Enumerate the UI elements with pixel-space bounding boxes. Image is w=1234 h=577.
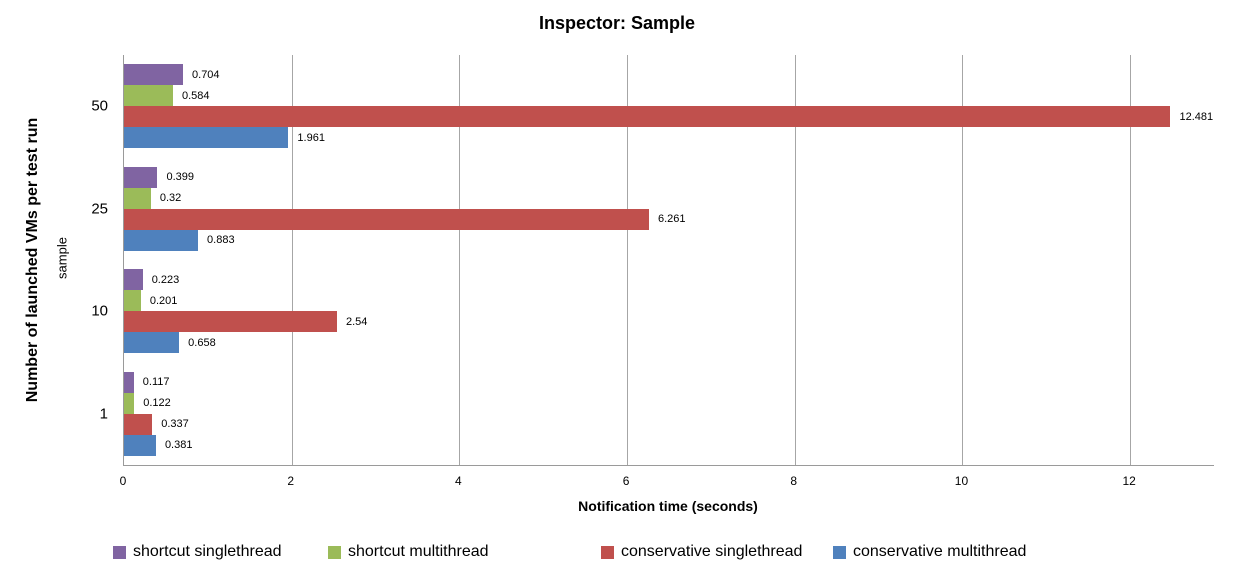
legend-swatch xyxy=(328,545,341,559)
x-tick-label: 0 xyxy=(119,474,127,488)
bar-value-label: 0.122 xyxy=(143,397,171,410)
bar-row: 6.261 xyxy=(124,208,1214,230)
bar-value-label: 0.658 xyxy=(188,336,216,349)
bar-conservative-singlethread-cat-1 xyxy=(124,413,153,435)
x-tick-label: 10 xyxy=(954,474,969,488)
plot-area: 0.704 0.584 12.481 1.961 0.399 0.32 6.261 0.883… xyxy=(123,55,1214,466)
gridline xyxy=(794,55,796,465)
legend-item-shortcut-multithread: shortcut multithread xyxy=(328,543,489,561)
bar-value-label: 2.54 xyxy=(345,315,368,328)
x-tick-label: 2 xyxy=(287,474,295,488)
gridline xyxy=(962,55,964,465)
gridline xyxy=(459,55,461,465)
bar-value-label: 0.399 xyxy=(166,171,194,184)
bar-shortcut-singlethread-cat-25 xyxy=(124,166,158,188)
bar-value-label: 6.261 xyxy=(657,213,686,226)
bar-shortcut-multithread-cat-1 xyxy=(124,392,135,414)
bar-value-label: 0.337 xyxy=(161,418,189,431)
bar-row: 0.381 xyxy=(124,434,1214,456)
x-axis-title: Notification time (seconds) xyxy=(578,498,758,514)
x-tick-label: 4 xyxy=(455,474,462,488)
bar-value-label: 1.961 xyxy=(297,131,325,144)
bar-value-label: 0.117 xyxy=(142,376,170,389)
bar-row: 1.961 xyxy=(124,127,1214,149)
bar-row: 0.584 xyxy=(124,85,1214,107)
legend-item-conservative-singlethread: conservative singlethread xyxy=(601,543,802,561)
bar-conservative-multithread-cat-10 xyxy=(124,332,180,354)
bar-shortcut-multithread-cat-10 xyxy=(124,290,141,312)
bar-row: 0.399 xyxy=(124,166,1214,188)
bar-row: 0.337 xyxy=(124,413,1214,435)
legend: shortcut singlethread shortcut multithrea… xyxy=(0,543,1234,565)
bar-row: 12.481 xyxy=(124,106,1214,128)
bar-conservative-singlethread-cat-50 xyxy=(124,106,1171,128)
bar-row: 2.54 xyxy=(124,311,1214,333)
bar-row: 0.223 xyxy=(124,269,1214,291)
bar-shortcut-singlethread-cat-50 xyxy=(124,64,184,86)
gridline xyxy=(1130,55,1132,465)
category-label: 25 xyxy=(91,200,108,218)
gridline xyxy=(627,55,629,465)
bar-row: 0.883 xyxy=(124,229,1214,251)
x-tick-label: 12 xyxy=(1122,474,1136,488)
bar-shortcut-singlethread-cat-10 xyxy=(124,269,143,291)
bar-row: 0.32 xyxy=(124,187,1214,209)
bar-conservative-multithread-cat-1 xyxy=(124,434,156,456)
legend-label: shortcut multithread xyxy=(348,543,489,560)
legend-label: shortcut singlethread xyxy=(133,543,282,560)
category-label: 10 xyxy=(91,302,108,320)
bar-shortcut-multithread-cat-50 xyxy=(124,85,173,107)
bar-conservative-multithread-cat-50 xyxy=(124,127,289,149)
legend-label: conservative multithread xyxy=(853,543,1027,560)
bar-shortcut-singlethread-cat-1 xyxy=(124,371,134,393)
bar-value-label: 0.223 xyxy=(151,273,180,286)
legend-item-shortcut-singlethread: shortcut singlethread xyxy=(113,543,282,561)
category-label: 1 xyxy=(99,405,108,423)
bar-value-label: 0.704 xyxy=(192,68,220,81)
y-axis-title: Number of launched VMs per test run xyxy=(24,117,41,403)
gridline xyxy=(291,55,293,465)
legend-label: conservative singlethread xyxy=(621,543,803,560)
bar-conservative-singlethread-cat-25 xyxy=(124,208,649,230)
bar-shortcut-multithread-cat-25 xyxy=(124,187,151,209)
legend-item-conservative-multithread: conservative multithread xyxy=(833,543,1026,561)
bar-row: 0.122 xyxy=(124,392,1214,414)
bar-conservative-singlethread-cat-10 xyxy=(124,311,337,333)
legend-swatch xyxy=(601,545,614,559)
bar-value-label: 0.32 xyxy=(159,192,182,205)
bar-row: 0.658 xyxy=(124,332,1214,354)
legend-swatch xyxy=(113,545,126,559)
legend-swatch xyxy=(833,545,846,559)
bar-row: 0.117 xyxy=(124,371,1214,393)
y-axis-subtitle: sample xyxy=(54,237,70,279)
bar-conservative-multithread-cat-25 xyxy=(124,229,199,251)
bar-value-label: 0.201 xyxy=(149,294,178,307)
bar-value-label: 0.584 xyxy=(181,89,210,102)
bar-value-label: 12.481 xyxy=(1179,110,1214,123)
x-tick-label: 6 xyxy=(622,474,630,488)
category-label: 50 xyxy=(91,97,108,115)
bar-row: 0.201 xyxy=(124,290,1214,312)
chart-title: Inspector: Sample xyxy=(538,13,696,33)
x-tick-label: 8 xyxy=(790,474,798,488)
bar-value-label: 0.381 xyxy=(164,439,193,452)
bar-value-label: 0.883 xyxy=(207,234,235,247)
bar-row: 0.704 xyxy=(124,64,1214,86)
